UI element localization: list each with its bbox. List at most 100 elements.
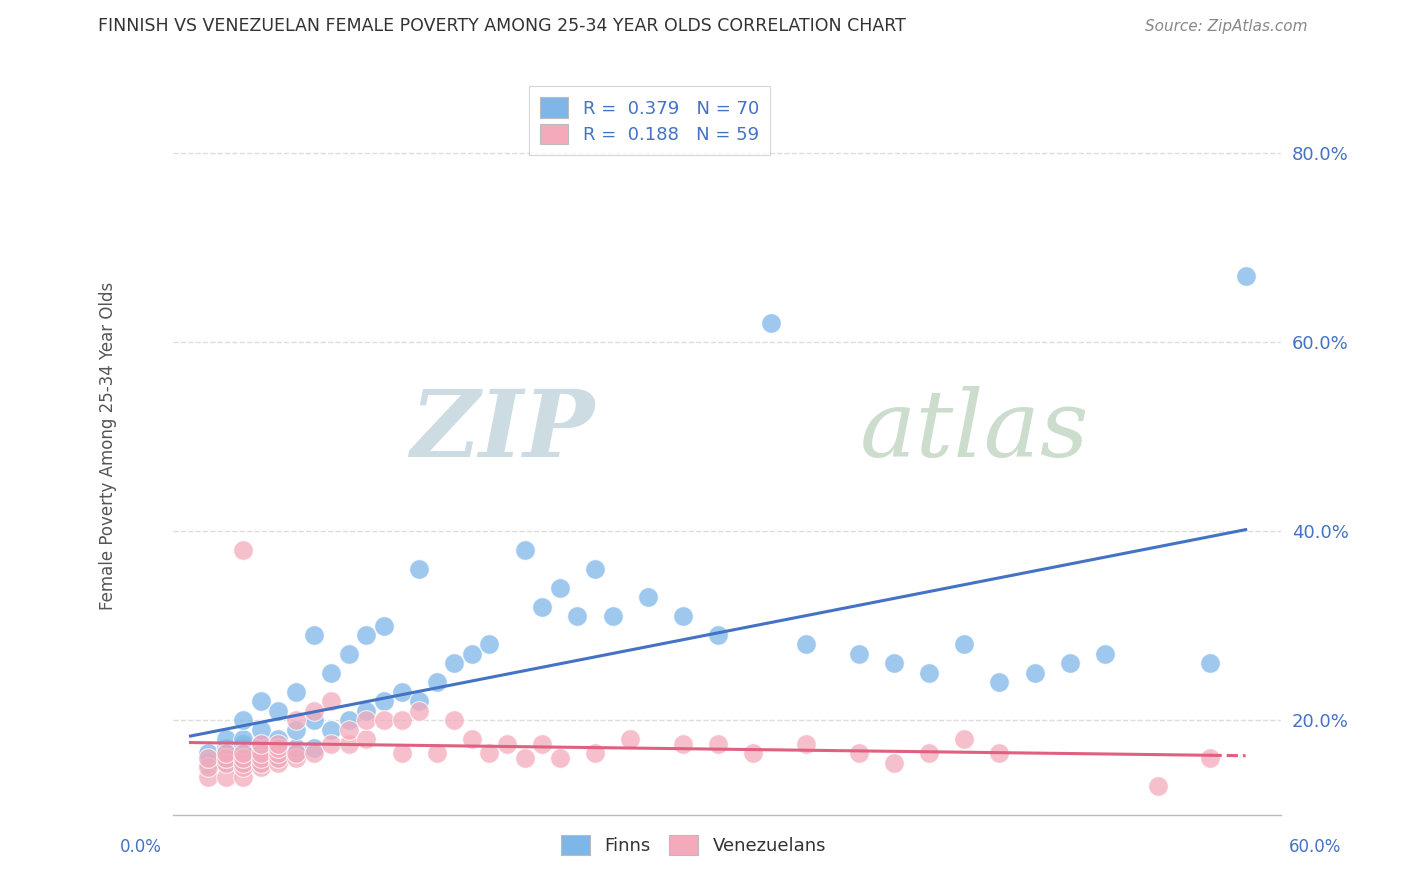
Point <box>356 731 378 746</box>
Point <box>567 609 589 624</box>
Point <box>215 746 238 760</box>
Point <box>759 316 782 330</box>
Point <box>250 751 273 765</box>
Point <box>267 751 290 765</box>
Point <box>302 704 325 718</box>
Point <box>583 746 606 760</box>
Point <box>267 737 290 751</box>
Y-axis label: Female Poverty Among 25-34 Year Olds: Female Poverty Among 25-34 Year Olds <box>100 282 117 610</box>
Point <box>250 746 273 760</box>
Point <box>250 737 273 751</box>
Point <box>197 746 219 760</box>
Point <box>321 665 343 680</box>
Point <box>602 609 624 624</box>
Point <box>250 756 273 770</box>
Point <box>215 746 238 760</box>
Point <box>197 770 219 784</box>
Point <box>267 741 290 756</box>
Point <box>267 704 290 718</box>
Point <box>232 746 254 760</box>
Text: atlas: atlas <box>860 386 1090 476</box>
Point <box>356 628 378 642</box>
Point <box>250 737 273 751</box>
Point <box>285 746 308 760</box>
Point <box>250 756 273 770</box>
Point <box>531 599 554 614</box>
Point <box>707 628 730 642</box>
Point <box>267 746 290 760</box>
Point <box>478 746 501 760</box>
Point <box>883 756 905 770</box>
Point <box>267 746 290 760</box>
Point <box>356 704 378 718</box>
Point <box>918 665 941 680</box>
Point <box>794 737 817 751</box>
Point <box>337 737 360 751</box>
Point <box>637 591 659 605</box>
Point <box>391 713 413 727</box>
Point <box>232 741 254 756</box>
Point <box>321 694 343 708</box>
Point <box>197 760 219 774</box>
Point <box>267 741 290 756</box>
Legend: R =  0.379   N = 70, R =  0.188   N = 59: R = 0.379 N = 70, R = 0.188 N = 59 <box>529 87 770 155</box>
Point <box>267 751 290 765</box>
Point <box>408 704 430 718</box>
Point <box>250 746 273 760</box>
Point <box>1024 665 1046 680</box>
Point <box>285 723 308 737</box>
Point <box>232 756 254 770</box>
Point <box>548 751 571 765</box>
Point <box>548 581 571 595</box>
Point <box>672 609 695 624</box>
Point <box>215 731 238 746</box>
Point <box>197 756 219 770</box>
Point <box>302 628 325 642</box>
Point <box>232 770 254 784</box>
Point <box>356 713 378 727</box>
Text: ZIP: ZIP <box>409 386 593 476</box>
Point <box>408 694 430 708</box>
Point <box>426 675 449 690</box>
Point <box>302 741 325 756</box>
Point <box>250 760 273 774</box>
Point <box>426 746 449 760</box>
Point <box>1199 751 1222 765</box>
Point <box>285 746 308 760</box>
Point <box>215 751 238 765</box>
Point <box>619 731 641 746</box>
Point <box>215 770 238 784</box>
Point <box>373 713 395 727</box>
Point <box>1146 779 1168 793</box>
Point <box>232 731 254 746</box>
Point <box>337 647 360 661</box>
Text: 0.0%: 0.0% <box>120 838 162 855</box>
Point <box>232 751 254 765</box>
Point <box>513 751 536 765</box>
Point <box>197 751 219 765</box>
Point <box>443 657 465 671</box>
Point <box>250 723 273 737</box>
Point <box>250 741 273 756</box>
Point <box>232 760 254 774</box>
Point <box>337 713 360 727</box>
Point <box>215 756 238 770</box>
Point <box>373 694 395 708</box>
Point <box>267 737 290 751</box>
Point <box>232 751 254 765</box>
Point <box>232 746 254 760</box>
Point <box>1094 647 1116 661</box>
Point <box>461 647 484 661</box>
Point <box>285 751 308 765</box>
Point <box>794 637 817 651</box>
Point <box>391 684 413 698</box>
Point <box>408 562 430 576</box>
Point <box>531 737 554 751</box>
Point <box>883 657 905 671</box>
Point <box>232 713 254 727</box>
Point <box>285 684 308 698</box>
Point <box>285 741 308 756</box>
Point <box>478 637 501 651</box>
Point <box>988 675 1011 690</box>
Point <box>267 731 290 746</box>
